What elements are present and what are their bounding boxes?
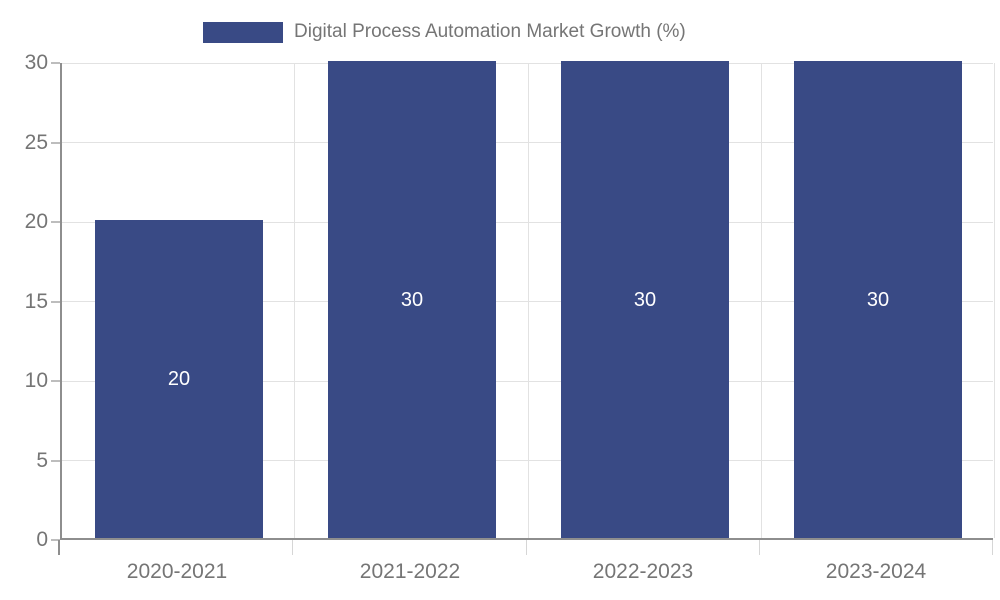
gridline-x-boundary-1 <box>294 63 296 538</box>
y-tick-mark-0 <box>51 539 60 541</box>
bar-2022-2023[interactable]: 30 <box>561 61 729 538</box>
x-tick-mark-1 <box>292 540 294 555</box>
bar-2020-2021[interactable]: 20 <box>95 220 263 538</box>
x-tick-label-2021-2022: 2021-2022 <box>359 560 461 583</box>
y-tick-mark-25 <box>51 141 60 144</box>
chart-legend[interactable]: Digital Process Automation Market Growth… <box>203 21 686 43</box>
y-tick-mark-5 <box>51 459 60 462</box>
y-tick-label-25: 25 <box>24 130 48 154</box>
gridline-x-boundary-2 <box>527 63 529 538</box>
gridline-x-boundary-4 <box>994 63 995 538</box>
x-tick-label-2022-2023: 2022-2023 <box>592 560 694 583</box>
y-tick-label-5: 5 <box>36 448 48 472</box>
legend-label: Digital Process Automation Market Growth… <box>294 21 686 42</box>
gridline-x-boundary-3 <box>760 63 762 538</box>
y-tick-label-10: 10 <box>24 369 48 392</box>
y-tick-mark-20 <box>51 221 60 223</box>
y-tick-mark-30 <box>51 62 60 64</box>
bar-2023-2024[interactable]: 30 <box>794 61 962 538</box>
legend-swatch <box>203 21 283 43</box>
x-tick-mark-4 <box>992 540 993 555</box>
bar-2021-2022[interactable]: 30 <box>328 61 496 538</box>
bar-value-label: 30 <box>866 289 890 311</box>
plot-area: 20 30 30 30 <box>60 61 995 540</box>
bar-value-label: 30 <box>633 289 657 311</box>
x-tick-label-2020-2021: 2020-2021 <box>126 560 228 583</box>
x-tick-label-2023-2024: 2023-2024 <box>825 560 927 583</box>
x-tick-mark-3 <box>758 540 760 555</box>
bar-value-label: 20 <box>167 368 191 390</box>
y-tick-label-15: 15 <box>24 289 48 313</box>
y-tick-mark-10 <box>51 380 60 382</box>
x-tick-mark-2 <box>525 540 527 555</box>
bar-value-label: 30 <box>400 289 424 311</box>
y-tick-mark-15 <box>51 300 60 303</box>
y-tick-label-20: 20 <box>24 210 48 233</box>
x-tick-mark-0 <box>58 540 60 555</box>
y-tick-label-0: 0 <box>36 528 48 551</box>
y-tick-label-30: 30 <box>24 51 48 74</box>
